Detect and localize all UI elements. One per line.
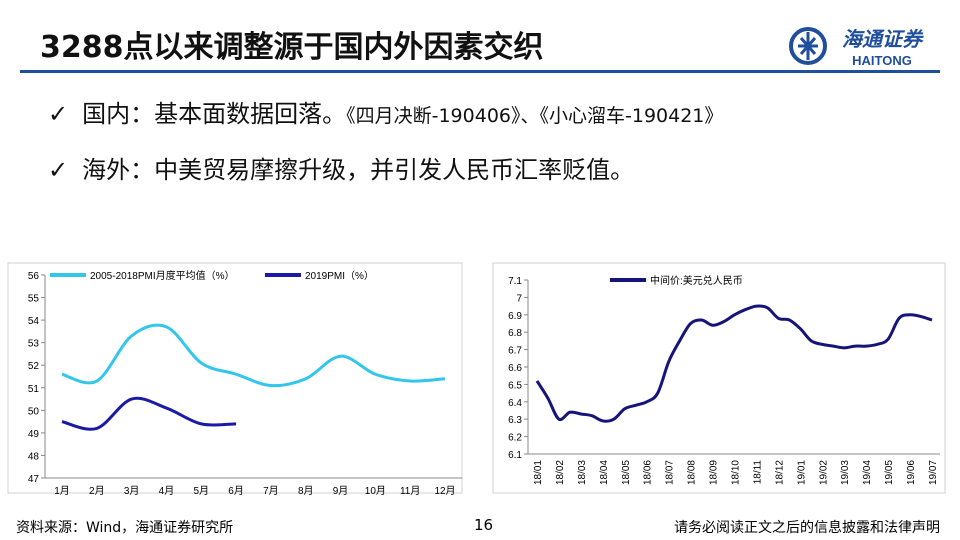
x-tick-label: 4月	[159, 485, 175, 497]
x-tick-label: 18/02	[555, 460, 566, 485]
y-tick-label: 6.6	[508, 363, 522, 374]
check: ✓	[48, 100, 69, 128]
y-tick-label: 53	[28, 339, 40, 350]
bullet: ✓ 海外：中美贸易摩擦升级，并引发人民币汇率贬值。	[48, 150, 634, 185]
x-tick-label: 19/01	[796, 460, 807, 485]
line-series	[61, 396, 237, 431]
bullet: ✓ 国内：基本面数据回落。《四月决断-190406》、《小心溜车-190421》	[48, 94, 723, 129]
y-tick-label: 6.2	[508, 433, 522, 444]
y-tick-label: 6.7	[508, 346, 522, 357]
logo-icon	[798, 32, 818, 60]
y-tick-label: 7.1	[508, 276, 522, 287]
x-tick-label: 18/03	[577, 460, 588, 485]
bullet-label: 海外：	[82, 156, 155, 184]
y-tick-label: 6.9	[508, 311, 522, 322]
y-tick-label: 56	[28, 271, 40, 282]
legend-label: 2005-2018PMI月度平均值（%）	[90, 269, 235, 282]
line-series	[61, 323, 446, 388]
slide-title: 3288点以来调整源于国内外因素交织	[40, 30, 544, 65]
x-tick-label: 7月	[263, 485, 279, 497]
check: ✓	[48, 156, 69, 184]
chart-frame	[7, 262, 463, 494]
y-tick-label: 6.3	[508, 415, 522, 426]
logo-icon	[789, 27, 827, 65]
x-tick-label: 18/06	[643, 460, 654, 485]
line-series	[535, 304, 933, 423]
y-tick-label: 6.1	[508, 450, 522, 461]
x-tick-label: 19/05	[884, 460, 895, 485]
x-tick-label: 6月	[228, 485, 244, 497]
bullet-text: 中美贸易摩擦升级，并引发人民币汇率贬值。	[154, 156, 635, 184]
y-tick-label: 54	[28, 316, 40, 327]
x-tick-label: 19/02	[818, 460, 829, 485]
legend-label: 2019PMI（%）	[305, 270, 374, 282]
bullet-text: 基本面数据回落。	[154, 100, 347, 128]
x-tick-label: 19/06	[906, 460, 917, 485]
bullet-label: 国内：	[82, 100, 155, 128]
y-tick-label: 55	[28, 294, 40, 305]
logo-en: HAITONG	[852, 53, 912, 68]
x-tick-label: 5月	[193, 485, 209, 497]
x-tick-label: 19/07	[928, 460, 939, 485]
y-tick-label: 6.8	[508, 328, 522, 339]
legend-label: 中间价:美元兑人民币	[650, 274, 743, 287]
charts: 47 48 49 50 51 52 53 54 55 56 1月 2月 3月 4月 5月 6月 7月 8月 9月 10…	[7, 262, 946, 497]
y-tick-label: 7	[516, 293, 522, 304]
y-tick-label: 51	[28, 384, 40, 395]
y-tick-label: 50	[28, 406, 40, 417]
x-tick-label: 18/09	[709, 460, 720, 485]
logo-cn: 海通证券	[842, 28, 924, 51]
logo: 海通证券 HAITONG	[789, 27, 924, 68]
x-tick-label: 9月	[333, 485, 349, 497]
bullet-refs: 《四月决断-190406》、《小心溜车-190421》	[346, 105, 724, 127]
y-tick-label: 6.4	[508, 398, 522, 409]
x-tick-label: 18/08	[687, 460, 698, 485]
source: 资料来源：Wind，海通证券研究所	[16, 520, 234, 536]
x-tick-label: 18/01	[533, 460, 544, 485]
y-tick-label: 47	[28, 474, 40, 485]
x-tick-label: 1月	[54, 485, 70, 497]
x-tick-label: 18/05	[621, 460, 632, 485]
title-rule	[20, 70, 940, 73]
x-tick-label: 11月	[400, 485, 420, 497]
chart-frame	[492, 262, 946, 494]
x-tick-label: 10月	[365, 485, 386, 497]
y-tick-label: 48	[28, 451, 40, 462]
y-tick-label: 52	[28, 361, 40, 372]
x-tick-label: 12月	[434, 485, 455, 497]
x-tick-label: 19/04	[862, 460, 873, 485]
x-tick-label: 8月	[298, 485, 314, 497]
x-tick-label: 3月	[124, 485, 140, 497]
y-tick-label: 49	[28, 429, 40, 440]
x-tick-label: 18/11	[752, 460, 763, 485]
x-tick-label: 18/10	[731, 460, 742, 485]
legal: 请务必阅读正文之后的信息披露和法律声明	[674, 520, 940, 536]
x-tick-label: 18/07	[665, 460, 676, 485]
y-tick-label: 6.5	[508, 380, 522, 391]
x-tick-label: 19/03	[840, 460, 851, 485]
page-number: 16	[474, 516, 494, 534]
x-tick-label: 2月	[89, 485, 105, 497]
x-tick-label: 18/04	[599, 460, 610, 485]
x-tick-label: 18/12	[774, 460, 785, 485]
